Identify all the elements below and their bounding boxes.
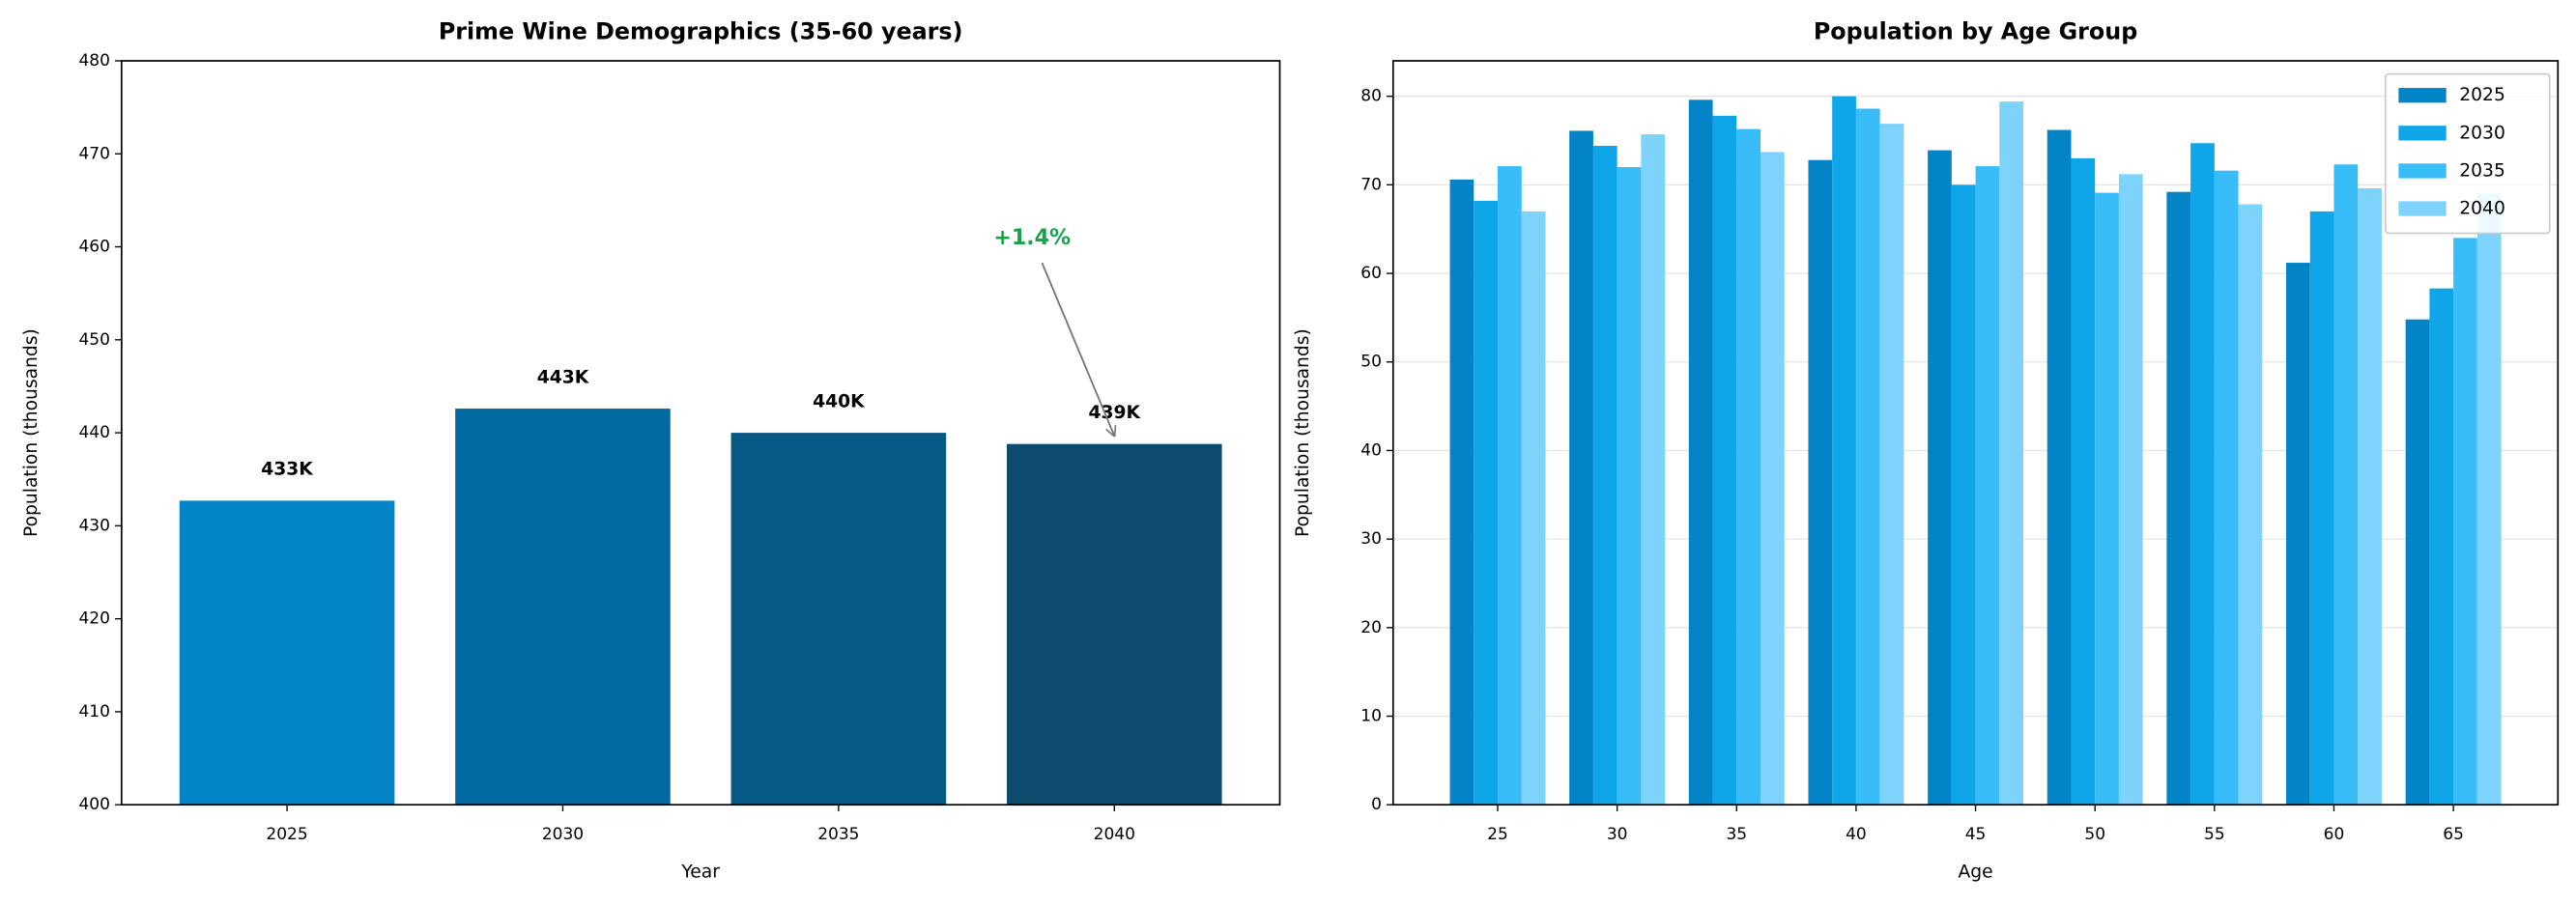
y-tick-label: 450 [78,330,109,350]
bar [2071,157,2096,806]
x-tick-label: 2025 [266,825,307,844]
x-tick-label: 65 [2443,825,2464,844]
y-tick-label: 430 [78,516,109,535]
bar [1855,108,1880,806]
bar [2214,170,2239,806]
bar [1449,179,1474,806]
value-label: 443K [537,367,590,387]
legend-box [2384,72,2551,235]
y-tick-label: 440 [78,423,109,442]
y-tick-label: 50 [1360,353,1382,372]
y-tick-label: 30 [1360,529,1382,549]
bar [1498,166,1522,806]
bar [2333,164,2359,806]
y-tick-label: 60 [1360,264,1382,283]
x-tick-label: 2040 [1094,825,1135,844]
value-label: 439K [1089,403,1142,423]
legend-label: 2030 [2459,123,2505,143]
y-tick-label: 40 [1360,440,1382,460]
bar [2286,263,2310,806]
bar [2405,319,2430,806]
value-label: 433K [261,460,314,480]
bar [2166,191,2191,806]
bar [1760,152,1785,806]
bar [1569,130,1593,806]
legend-label: 2025 [2459,85,2505,105]
bar [730,433,947,806]
bar [2309,211,2334,806]
bar [1999,101,2024,806]
y-tick-label: 420 [78,609,109,629]
legend-label: 2035 [2459,160,2505,181]
annotation: +1.4% [993,225,1071,250]
x-tick-label: 40 [1846,825,1867,844]
bar [1975,166,2000,806]
bar [2453,238,2477,806]
legend-swatch [2398,126,2447,141]
axes-frame [1391,60,2560,806]
bar [2046,129,2072,806]
y-tick-label: 460 [78,238,109,257]
legend-label: 2040 [2459,199,2505,219]
bar [1951,184,1976,806]
bar [2095,192,2119,806]
bar [1641,134,1666,806]
annotation-arrow [1041,262,1114,436]
chart-title: Prime Wine Demographics (35-60 years) [439,18,963,45]
chart-title: Population by Age Group [1814,18,2137,45]
x-tick-label: 55 [2204,825,2225,844]
x-tick-label: 35 [1726,825,1747,844]
bar [1736,128,1761,806]
x-axis-label: Age [1958,862,1992,882]
legend-swatch [2398,88,2447,103]
bar [1006,443,1222,806]
bar [1521,211,1546,806]
x-tick-label: 25 [1487,825,1508,844]
y-tick-label: 20 [1360,618,1382,637]
bar [1617,167,1642,806]
y-axis-label: Population (thousands) [1293,328,1313,537]
bar [1592,146,1617,806]
bar [1474,200,1499,806]
bar [1688,99,1713,806]
bar [1712,115,1737,806]
x-tick-label: 2035 [817,825,859,844]
axes-frame [120,60,1281,806]
legend-swatch [2398,201,2447,216]
y-tick-label: 70 [1360,175,1382,194]
x-axis-label: Year [680,862,720,882]
bar [1808,159,1833,806]
bar [2190,143,2215,806]
bar [2476,193,2502,806]
bar [1928,150,1952,806]
y-tick-label: 0 [1371,795,1382,814]
x-tick-label: 2030 [542,825,584,844]
bar [1879,124,1904,806]
bar [2429,288,2454,806]
x-tick-label: 45 [1965,825,1987,844]
bar [179,500,395,806]
x-tick-label: 50 [2084,825,2105,844]
y-tick-label: 80 [1360,87,1382,106]
x-tick-label: 60 [2324,825,2345,844]
y-axis-label: Population (thousands) [21,328,42,537]
x-tick-label: 30 [1607,825,1628,844]
bar [1832,96,1856,806]
value-label: 440K [813,391,866,411]
y-tick-label: 10 [1360,707,1382,726]
legend-swatch [2398,163,2447,179]
y-tick-label: 410 [78,702,109,721]
bar [2238,204,2263,806]
bar [455,409,671,806]
bar [2118,174,2143,806]
y-tick-label: 400 [78,795,109,814]
bar [2358,188,2382,806]
y-tick-label: 470 [78,144,109,163]
y-tick-label: 480 [78,51,109,71]
